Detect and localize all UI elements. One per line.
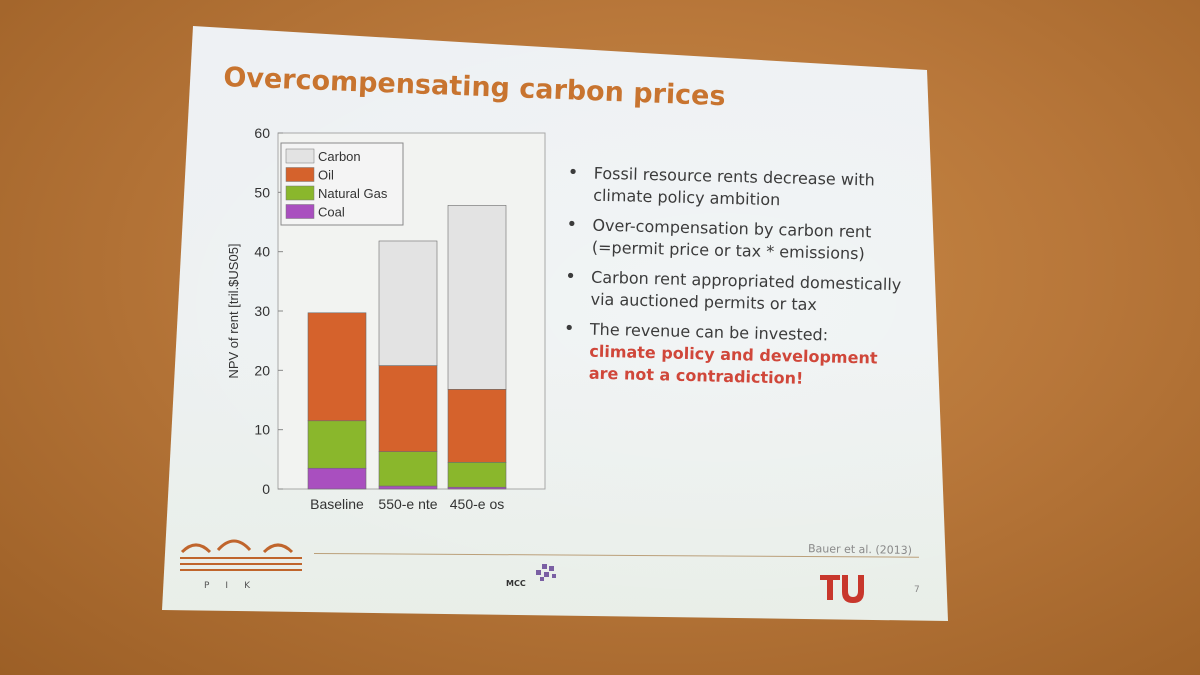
- bullet-item: Over-compensation by carbon rent (=permi…: [566, 214, 912, 266]
- y-axis-label: NPV of rent [tril.$US05]: [226, 243, 241, 378]
- y-tick-label: 10: [254, 422, 270, 438]
- bar-segment-carbon: [378, 240, 438, 366]
- y-tick-label: 30: [254, 303, 270, 319]
- y-tick-label: 20: [254, 362, 270, 378]
- legend-label: Coal: [318, 205, 345, 220]
- y-tick-label: 60: [254, 125, 270, 141]
- y-tick-label: 50: [254, 184, 270, 200]
- legend-label: Natural Gas: [318, 186, 388, 201]
- y-tick-label: 40: [254, 244, 270, 260]
- tu-berlin-logo: [820, 575, 864, 603]
- bullet-item: Fossil resource rents decrease with clim…: [567, 162, 913, 214]
- legend-label: Carbon: [318, 149, 361, 164]
- bar-segment-natural-gas: [378, 451, 438, 487]
- page-number: 7: [914, 585, 920, 595]
- bar-segment-natural-gas: [307, 420, 367, 469]
- bar-segment-natural-gas: [447, 461, 507, 488]
- bullet-list: Fossil resource rents decrease with clim…: [562, 162, 913, 400]
- x-tick-label: 450-e os: [450, 496, 504, 512]
- legend-swatch: [285, 185, 315, 201]
- bullet-emphasis: climate policy and development are not a…: [588, 341, 878, 388]
- mcc-logo: MCC: [506, 564, 556, 588]
- mcc-logo-text: MCC: [506, 579, 526, 588]
- pik-logo-text: PIK: [204, 581, 266, 591]
- bullet-item: Carbon rent appropriated domestically vi…: [564, 266, 910, 318]
- bar-segment-oil: [378, 365, 438, 452]
- bar-segment-coal: [378, 485, 438, 490]
- bar-segment-oil: [447, 389, 507, 463]
- bar-segment-carbon: [447, 205, 507, 390]
- legend-swatch: [285, 148, 315, 164]
- x-tick-label: Baseline: [310, 496, 364, 512]
- bullet-item: The revenue can be invested: climate pol…: [563, 318, 910, 392]
- legend-label: Oil: [318, 168, 334, 183]
- pik-logo: PIK: [180, 539, 302, 591]
- bar-segment-oil: [307, 312, 367, 422]
- bullet-text: Over-compensation by carbon rent (=permi…: [591, 215, 872, 264]
- legend-swatch: [285, 167, 315, 182]
- y-tick-label: 0: [262, 481, 270, 497]
- bar-segment-coal: [307, 467, 367, 490]
- bullet-text: Fossil resource rents decrease with clim…: [592, 163, 876, 210]
- citation: Bauer et al. (2013): [807, 542, 913, 557]
- legend-swatch: [285, 204, 315, 219]
- x-tick-label: 550-e nte: [378, 496, 437, 512]
- bullet-text: Carbon rent appropriated domestically vi…: [590, 267, 902, 315]
